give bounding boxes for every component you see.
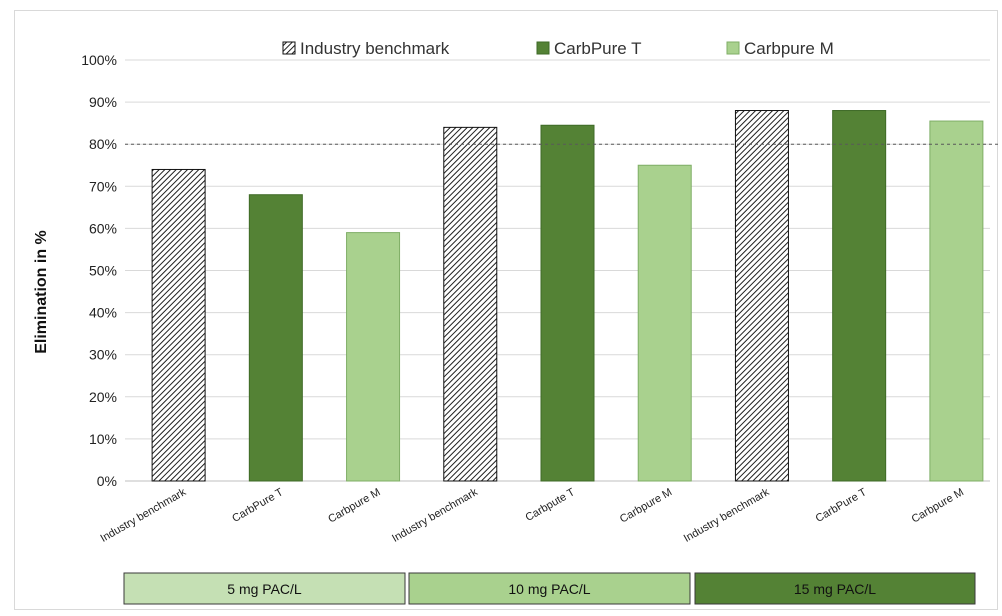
y-tick-label: 0%	[97, 473, 117, 489]
x-tick-label: Carbpute T	[524, 486, 578, 524]
x-tick-label: CarbPure T	[230, 486, 285, 525]
y-tick-label: 90%	[89, 94, 117, 110]
bar-light	[929, 120, 984, 482]
bar-dark	[832, 110, 887, 482]
bars-layer	[151, 110, 984, 482]
y-tick-label: 70%	[89, 178, 117, 194]
x-tick-label: Industry benchmark	[682, 486, 772, 545]
group-box-label: 5 mg PAC/L	[227, 581, 302, 597]
x-tick-label: Carbpure M	[910, 486, 966, 525]
group-boxes: 5 mg PAC/L 10 mg PAC/L 15 mg PAC/L	[123, 572, 976, 605]
x-tick-labels: Industry benchmark CarbPure T Carbpure M In…	[98, 486, 965, 545]
legend: Industry benchmark CarbPure T Carbpure M	[282, 39, 834, 58]
group-box	[694, 572, 976, 605]
legend-label: Industry benchmark	[300, 39, 450, 58]
legend-label: CarbPure T	[554, 39, 642, 58]
legend-swatch	[536, 41, 550, 55]
legend-swatch	[726, 41, 740, 55]
y-tick-label: 10%	[89, 431, 117, 447]
bar-hatched	[734, 110, 789, 482]
x-tick-label: CarbPure T	[814, 486, 869, 525]
y-tick-label: 30%	[89, 347, 117, 363]
y-tick-label: 60%	[89, 220, 117, 236]
group-box	[123, 572, 406, 605]
x-tick-label: Carbpure M	[618, 486, 674, 525]
bar-dark	[248, 194, 303, 482]
legend-swatch	[282, 41, 296, 55]
y-tick-label: 100%	[81, 52, 117, 68]
y-tick-label: 80%	[89, 136, 117, 152]
y-tick-label: 40%	[89, 305, 117, 321]
x-tick-label: Industry benchmark	[390, 486, 480, 545]
y-tick-labels: 0% 10% 20% 30% 40% 50% 60% 70% 80% 90% 100%	[81, 52, 117, 489]
bar-dark	[540, 124, 595, 482]
bar-light	[346, 232, 401, 482]
group-box-label: 10 mg PAC/L	[508, 581, 590, 597]
chart-frame	[14, 10, 998, 610]
group-box	[408, 572, 691, 605]
x-tick-label: Industry benchmark	[98, 486, 188, 545]
bar-hatched	[443, 126, 498, 482]
bar-hatched	[151, 168, 206, 482]
y-tick-label: 50%	[89, 263, 117, 279]
y-tick-label: 20%	[89, 389, 117, 405]
y-axis-label: Elimination in %	[33, 230, 50, 354]
x-tick-label: Carbpure M	[326, 486, 382, 525]
group-box-label: 15 mg PAC/L	[794, 581, 876, 597]
bar-light	[637, 164, 692, 482]
legend-label: Carbpure M	[744, 39, 834, 58]
